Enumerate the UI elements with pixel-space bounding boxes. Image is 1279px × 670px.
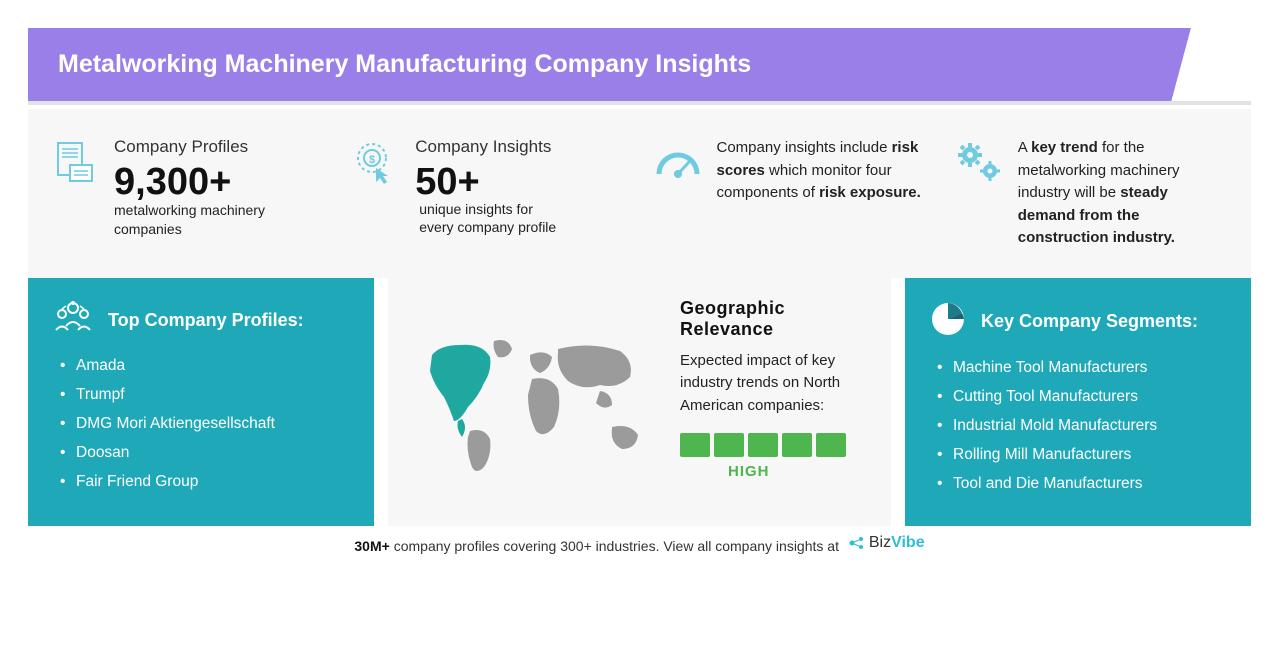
block-risk: Company insights include risk scores whi… <box>653 137 928 250</box>
insights-label: Company Insights <box>415 137 626 157</box>
gears-icon <box>954 137 1004 187</box>
header-banner: Metalworking Machinery Manufacturing Com… <box>28 28 1251 101</box>
header-underline <box>28 101 1251 105</box>
block-company-insights: $ Company Insights 50+ unique insights f… <box>351 137 626 250</box>
world-map-icon <box>412 298 662 506</box>
document-icon <box>50 137 100 187</box>
impact-bar <box>748 433 778 457</box>
insights-sub: unique insights for every company profil… <box>419 201 559 236</box>
list-item: Tool and Die Manufacturers <box>937 475 1227 493</box>
impact-bar <box>680 433 710 457</box>
svg-text:$: $ <box>369 154 375 166</box>
list-item: Machine Tool Manufacturers <box>937 359 1227 377</box>
block-company-profiles: Company Profiles 9,300+ metalworking mac… <box>50 137 325 250</box>
block-trend: A key trend for the metalworking machine… <box>954 137 1229 250</box>
segments-list: Machine Tool Manufacturers Cutting Tool … <box>929 359 1227 493</box>
gauge-icon <box>653 137 703 187</box>
footer-number: 30M+ <box>354 538 389 554</box>
top-profiles-title: Top Company Profiles: <box>108 310 304 331</box>
list-item: Industrial Mold Manufacturers <box>937 417 1227 435</box>
geo-title: Geographic Relevance <box>680 298 867 340</box>
top-profiles-list: Amada Trumpf DMG Mori Aktiengesellschaft… <box>52 357 350 491</box>
top-stats-row: Company Profiles 9,300+ metalworking mac… <box>28 109 1251 278</box>
list-item: Doosan <box>60 444 350 462</box>
people-icon <box>52 300 94 341</box>
geo-desc: Expected impact of key industry trends o… <box>680 350 867 418</box>
list-item: Amada <box>60 357 350 375</box>
list-item: Fair Friend Group <box>60 473 350 491</box>
list-item: DMG Mori Aktiengesellschaft <box>60 415 350 433</box>
bottom-row: Top Company Profiles: Amada Trumpf DMG M… <box>28 278 1251 526</box>
segments-title: Key Company Segments: <box>981 311 1198 332</box>
footer: 30M+ company profiles covering 300+ indu… <box>28 534 1251 554</box>
profiles-sub: metalworking machinery companies <box>114 201 325 239</box>
list-item: Cutting Tool Manufacturers <box>937 388 1227 406</box>
list-item: Trumpf <box>60 386 350 404</box>
pie-chart-icon <box>929 300 967 343</box>
cursor-dollar-icon: $ <box>351 137 401 187</box>
logo-icon <box>849 535 865 551</box>
impact-bars <box>680 433 867 457</box>
panel-top-profiles: Top Company Profiles: Amada Trumpf DMG M… <box>28 278 374 526</box>
risk-text: Company insights include risk scores whi… <box>717 137 928 205</box>
profiles-number: 9,300+ <box>114 163 325 201</box>
trend-text: A key trend for the metalworking machine… <box>1018 137 1229 250</box>
insights-number: 50+ <box>415 161 479 203</box>
footer-text: company profiles covering 300+ industrie… <box>394 538 839 554</box>
list-item: Rolling Mill Manufacturers <box>937 446 1227 464</box>
panel-segments: Key Company Segments: Machine Tool Manuf… <box>905 278 1251 526</box>
header-title: Metalworking Machinery Manufacturing Com… <box>58 50 751 78</box>
infographic-canvas: Metalworking Machinery Manufacturing Com… <box>0 0 1279 670</box>
impact-label: HIGH <box>728 463 867 480</box>
impact-bar <box>782 433 812 457</box>
impact-bar <box>816 433 846 457</box>
impact-bar <box>714 433 744 457</box>
panel-geographic: Geographic Relevance Expected impact of … <box>388 278 891 526</box>
profiles-label: Company Profiles <box>114 137 325 157</box>
bizvibe-logo: BizVibe <box>849 534 925 552</box>
